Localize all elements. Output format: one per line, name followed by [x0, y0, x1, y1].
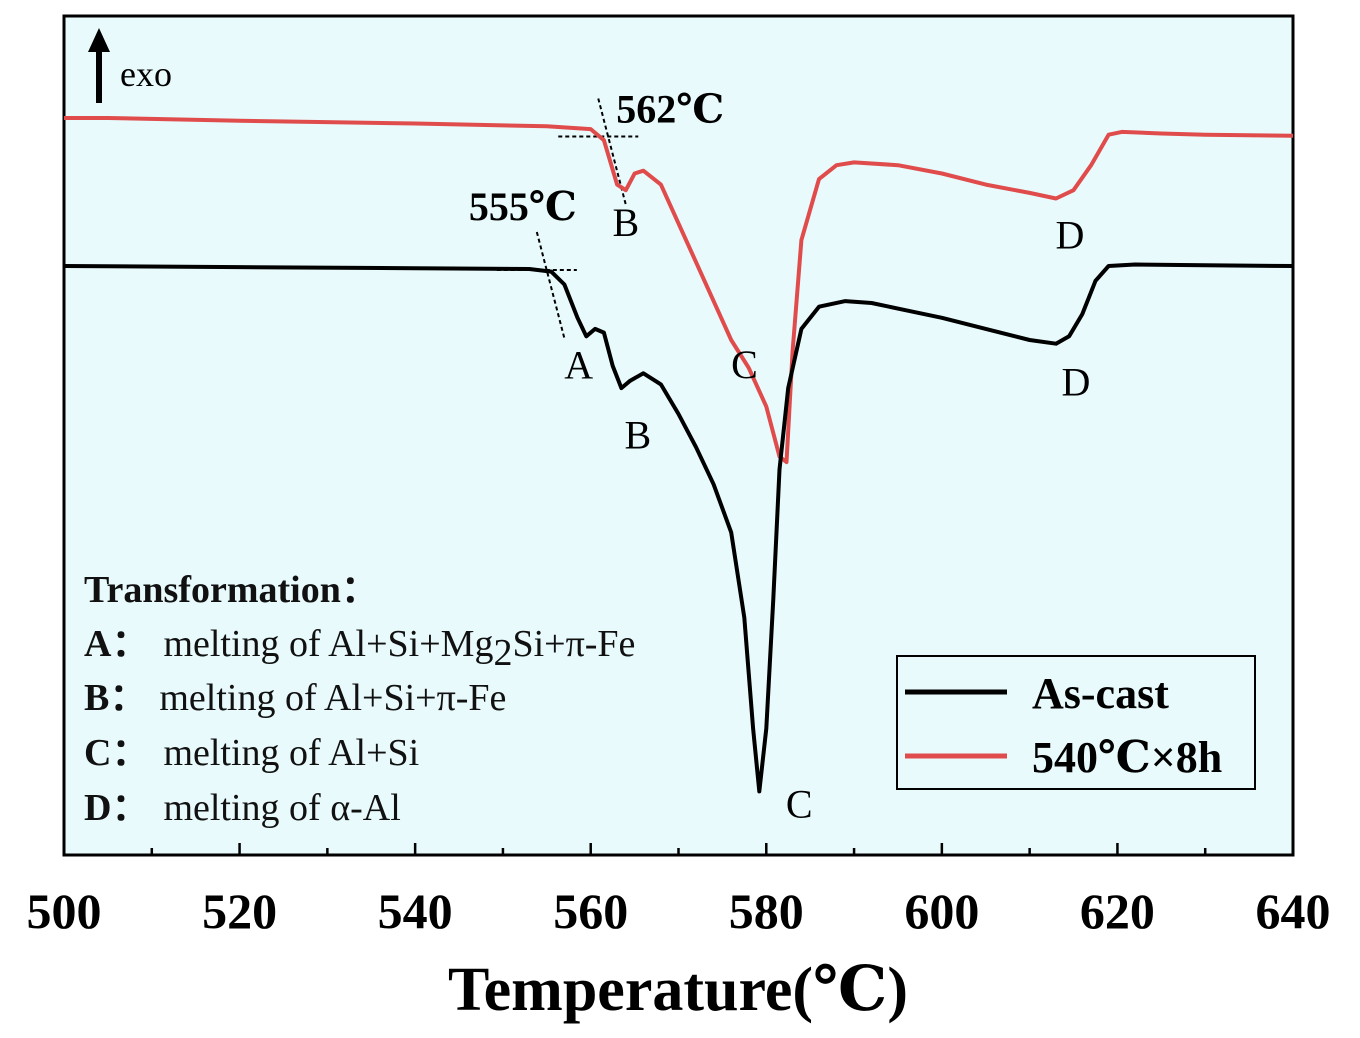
note-a-text: melting of Al+Si+Mg	[163, 623, 493, 665]
note-c-text: melting of Al+Si	[163, 732, 419, 774]
x-axis-ticks	[150, 843, 1207, 855]
peak-label: C	[731, 342, 758, 387]
note-a-text-end: Si+π-Fe	[512, 623, 635, 665]
peak-label: D	[1062, 360, 1091, 405]
peak-label: A	[564, 343, 593, 388]
peak-label: B	[612, 200, 639, 245]
x-tick-label: 640	[1256, 883, 1331, 939]
x-tick-label: 520	[202, 883, 277, 939]
note-b: B： melting of Al+Si+π-Fe	[84, 677, 506, 719]
onset-label: 562℃	[616, 87, 724, 132]
x-tick-label: 580	[729, 883, 804, 939]
exo-label: exo	[120, 54, 172, 94]
peak-label: D	[1056, 212, 1085, 257]
onset-tangent-line	[535, 231, 566, 341]
note-b-key: B：	[84, 677, 147, 719]
note-d-text: melting of α-Al	[163, 787, 400, 829]
legend-label-540c-8h: 540℃×8h	[1032, 733, 1222, 782]
note-c-key: C：	[84, 732, 149, 774]
note-a-key: A：	[84, 623, 149, 665]
note-c: C： melting of Al+Si	[84, 732, 419, 774]
exo-arrow-head	[88, 28, 110, 52]
x-tick-label: 500	[27, 883, 102, 939]
note-b-text: melting of Al+Si+π-Fe	[159, 677, 506, 719]
onset-temperature-labels: 555℃ 562℃	[469, 87, 724, 229]
peak-label: C	[786, 781, 813, 826]
x-axis-tick-labels: 500 520 540 560 580 600 620 640	[27, 883, 1331, 939]
peak-label: B	[624, 412, 651, 457]
x-tick-label: 620	[1080, 883, 1155, 939]
onset-label: 555℃	[469, 184, 577, 229]
legend-box	[896, 655, 1256, 790]
x-tick-label: 560	[553, 883, 628, 939]
x-tick-label: 600	[904, 883, 979, 939]
note-a: A： melting of Al+Si+Mg2Si+π-Fe	[84, 623, 635, 674]
x-axis-title: Temperature(℃)	[448, 956, 908, 1024]
note-d-key: D：	[84, 787, 149, 829]
note-a-subscript: 2	[493, 632, 512, 674]
transformation-notes: Transformation： A： melting of Al+Si+Mg2Si…	[84, 569, 635, 829]
note-d: D： melting of α-Al	[84, 787, 401, 829]
legend: As-cast 540℃×8h	[896, 655, 1256, 790]
exo-indicator: exo	[88, 28, 172, 103]
series-line-as-cast	[63, 262, 1294, 794]
legend-label-as-cast: As-cast	[1032, 669, 1169, 718]
x-tick-label: 540	[378, 883, 453, 939]
data-series	[63, 116, 1294, 794]
notes-title: Transformation：	[84, 569, 379, 611]
